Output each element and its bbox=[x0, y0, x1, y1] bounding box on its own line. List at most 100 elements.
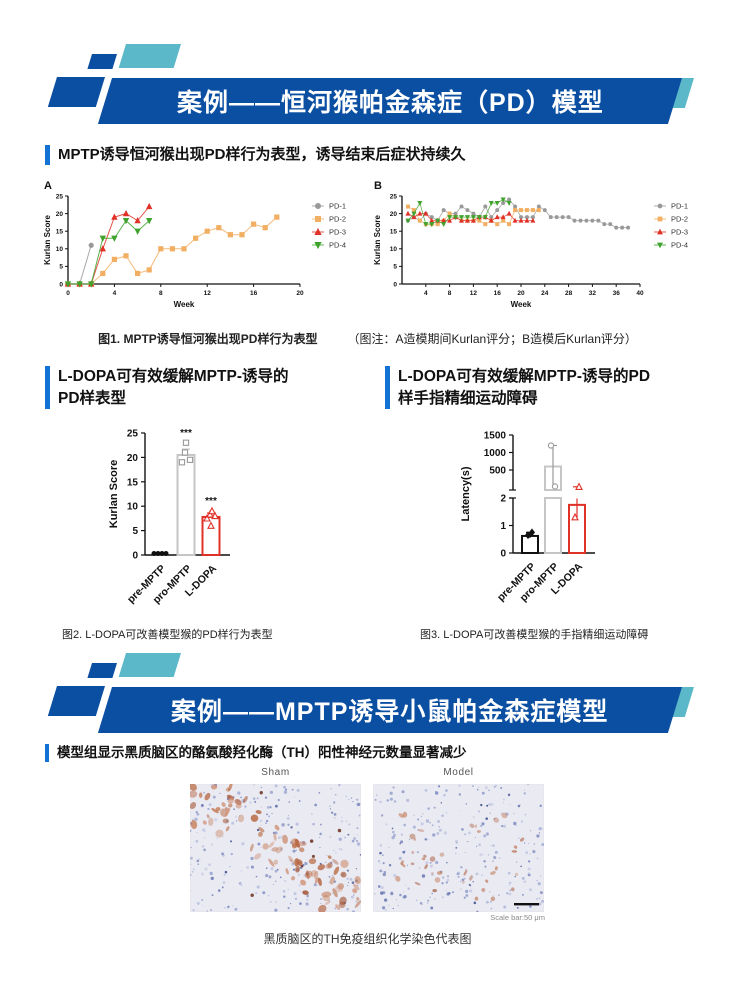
svg-text:PD-3: PD-3 bbox=[671, 228, 688, 237]
svg-text:20: 20 bbox=[296, 290, 304, 297]
section1-heading-block: MPTP诱导恒河猴出现PD样行为表型，诱导结束后症状持续久 bbox=[45, 145, 705, 165]
scale-bar bbox=[514, 903, 539, 906]
figure3-caption: 图3. L-DOPA可改善模型猴的手指精细运动障碍 bbox=[420, 629, 649, 641]
histology-caption: 黑质脑区的TH免疫组织化学染色代表图 bbox=[263, 932, 472, 946]
accent-bar bbox=[45, 145, 50, 165]
decorative-parallelogram-blue-small-1 bbox=[87, 54, 117, 69]
svg-text:Latency(s): Latency(s) bbox=[460, 466, 472, 521]
svg-text:20: 20 bbox=[56, 211, 64, 218]
svg-text:0: 0 bbox=[132, 551, 138, 562]
panelB-svg: B 4 8 12 16 20 24 28 32 36 40 0 5 10 15 20 25 Week Kurlan … bbox=[373, 180, 688, 309]
svg-text:20: 20 bbox=[390, 211, 398, 218]
svg-text:PD-2: PD-2 bbox=[671, 215, 688, 224]
histoSham-svg bbox=[188, 782, 362, 914]
svg-text:10: 10 bbox=[127, 502, 139, 513]
svg-text:0: 0 bbox=[66, 290, 70, 297]
histology-sham-label: Sham bbox=[261, 767, 290, 778]
accent-bar bbox=[45, 366, 50, 410]
svg-text:PD-1: PD-1 bbox=[329, 202, 346, 211]
svg-text:500: 500 bbox=[489, 466, 506, 477]
svg-text:20: 20 bbox=[127, 453, 139, 464]
decorative-parallelogram-teal-2 bbox=[118, 653, 181, 677]
fig3-svg: 01250010001500Latency(s)pre-MPTPpro-MPTP… bbox=[460, 431, 595, 604]
figure1-caption: 图1. MPTP诱导恒河猴出现PD样行为表型 bbox=[98, 332, 318, 346]
svg-text:25: 25 bbox=[56, 193, 64, 200]
svg-text:10: 10 bbox=[390, 246, 398, 253]
svg-text:2: 2 bbox=[500, 494, 506, 505]
figure2-bar-chart: 0 5 10 15 20 25 Kurlan Score pre-MPTP *** pro-MPT… bbox=[80, 420, 315, 625]
svg-text:1: 1 bbox=[500, 521, 506, 532]
svg-text:16: 16 bbox=[250, 290, 258, 297]
svg-text:25: 25 bbox=[390, 193, 398, 200]
section3-heading-block: 模型组显示黑质脑区的酪氨酸羟化酶（TH）阳性神经元数量显著减少 bbox=[45, 744, 705, 762]
histoModel-svg bbox=[372, 783, 545, 913]
svg-text:10: 10 bbox=[56, 246, 64, 253]
svg-text:***: *** bbox=[180, 428, 192, 439]
decorative-parallelogram-blue-left-2 bbox=[47, 686, 105, 716]
svg-text:12: 12 bbox=[470, 290, 478, 297]
section2-right-heading-block: L-DOPA可有效缓解MPTP-诱导的PD样手指精细运动障碍 bbox=[385, 366, 657, 410]
panelA-svg: A 0 4 8 12 16 20 0 5 10 15 20 25 Week Kurlan Score PD-1… bbox=[43, 180, 346, 309]
svg-text:PD-4: PD-4 bbox=[671, 241, 688, 250]
svg-text:PD-3: PD-3 bbox=[329, 228, 346, 237]
figure1-panel-b-line-chart: B 4 8 12 16 20 24 28 32 36 40 0 5 10 15 20 25 Week Kurlan … bbox=[370, 176, 705, 321]
svg-text:28: 28 bbox=[565, 290, 573, 297]
svg-text:25: 25 bbox=[127, 429, 139, 440]
section-banner-2: 案例——MPTP诱导小鼠帕金森症模型 bbox=[97, 687, 682, 733]
accent-bar bbox=[45, 744, 49, 762]
svg-text:0: 0 bbox=[59, 281, 63, 288]
banner1-title: 案例——恒河猴帕金森症（PD）模型 bbox=[176, 89, 604, 117]
svg-text:B: B bbox=[374, 180, 382, 192]
histology-image-model bbox=[372, 783, 545, 917]
svg-text:Kurlan Score: Kurlan Score bbox=[373, 215, 382, 265]
section1-heading: MPTP诱导恒河猴出现PD样行为表型，诱导结束后症状持续久 bbox=[58, 146, 466, 163]
svg-text:36: 36 bbox=[613, 290, 621, 297]
svg-text:0: 0 bbox=[393, 281, 397, 288]
histology-image-sham bbox=[188, 782, 362, 917]
svg-text:24: 24 bbox=[541, 290, 549, 297]
svg-text:8: 8 bbox=[448, 290, 452, 297]
svg-text:32: 32 bbox=[589, 290, 597, 297]
svg-text:4: 4 bbox=[113, 290, 117, 297]
section2-left-heading: L-DOPA可有效缓解MPTP-诱导的PD样表型 bbox=[58, 368, 289, 407]
svg-text:15: 15 bbox=[390, 229, 398, 236]
svg-text:40: 40 bbox=[636, 290, 644, 297]
banner2-title: 案例——MPTP诱导小鼠帕金森症模型 bbox=[171, 698, 609, 726]
svg-text:Week: Week bbox=[174, 300, 195, 309]
scale-bar-text: Scale bar:50 μm bbox=[490, 913, 545, 922]
svg-text:A: A bbox=[44, 180, 52, 192]
svg-text:5: 5 bbox=[132, 526, 138, 537]
svg-text:5: 5 bbox=[59, 264, 63, 271]
figure1-note: （图注：A造模期间Kurlan评分；B造模后Kurlan评分） bbox=[347, 332, 637, 346]
svg-text:***: *** bbox=[205, 496, 217, 507]
svg-text:15: 15 bbox=[127, 477, 139, 488]
decorative-parallelogram-blue-left-1 bbox=[47, 77, 105, 107]
svg-text:15: 15 bbox=[56, 229, 64, 236]
svg-text:12: 12 bbox=[204, 290, 212, 297]
section2-left-heading-block: L-DOPA可有效缓解MPTP-诱导的PD样表型 bbox=[45, 366, 297, 410]
svg-text:1500: 1500 bbox=[484, 431, 507, 442]
decorative-parallelogram-teal-1 bbox=[118, 44, 181, 68]
section2-right-heading: L-DOPA可有效缓解MPTP-诱导的PD样手指精细运动障碍 bbox=[398, 368, 651, 407]
figure2-caption: 图2. L-DOPA可改善模型猴的PD样行为表型 bbox=[62, 629, 273, 641]
svg-text:8: 8 bbox=[159, 290, 163, 297]
svg-text:PD-1: PD-1 bbox=[671, 202, 688, 211]
svg-text:PD-2: PD-2 bbox=[329, 215, 346, 224]
svg-text:20: 20 bbox=[517, 290, 525, 297]
svg-text:0: 0 bbox=[500, 549, 506, 560]
svg-text:4: 4 bbox=[424, 290, 428, 297]
figure1-caption-row: 图1. MPTP诱导恒河猴出现PD样行为表型 （图注：A造模期间Kurlan评分… bbox=[0, 330, 735, 347]
svg-text:5: 5 bbox=[393, 264, 397, 271]
svg-text:1000: 1000 bbox=[484, 448, 507, 459]
svg-text:16: 16 bbox=[494, 290, 502, 297]
section3-heading: 模型组显示黑质脑区的酪氨酸羟化酶（TH）阳性神经元数量显著减少 bbox=[57, 745, 467, 760]
figure1-panel-a-line-chart: A 0 4 8 12 16 20 0 5 10 15 20 25 Week Kurlan Score PD-1… bbox=[40, 176, 370, 321]
section-banner-1: 案例——恒河猴帕金森症（PD）模型 bbox=[97, 78, 682, 124]
svg-text:Week: Week bbox=[511, 300, 532, 309]
svg-text:Kurlan Score: Kurlan Score bbox=[108, 460, 120, 528]
svg-text:Kurlan Score: Kurlan Score bbox=[43, 215, 52, 265]
figure3-broken-axis-bar-chart: 0 1 2 500 1000 1500 Latency(s) pre-MPTP pro-MPTP… bbox=[435, 420, 680, 625]
svg-text:PD-4: PD-4 bbox=[329, 241, 346, 250]
accent-bar bbox=[385, 366, 390, 410]
